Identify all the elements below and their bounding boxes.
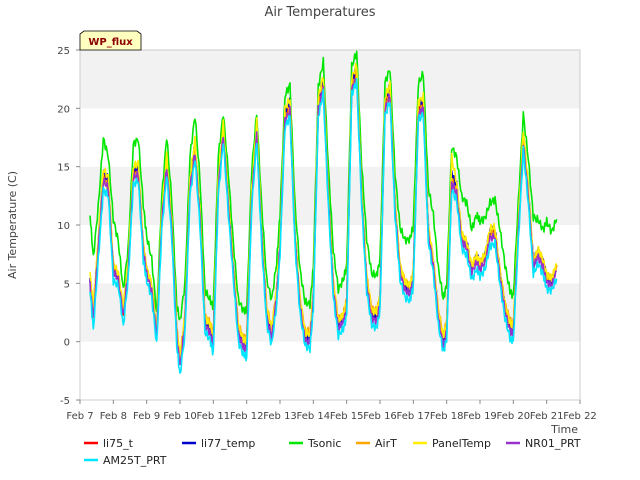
legend-item: NR01_PRT (506, 437, 581, 450)
legend-label: NR01_PRT (525, 437, 581, 450)
legend-item: AM25T_PRT (84, 454, 167, 467)
legend-item: li77_temp (182, 437, 255, 450)
chart-title: Air Temperatures (264, 5, 375, 20)
x-tick-label: Feb 18 (430, 411, 464, 422)
grid-band (80, 283, 580, 342)
y-tick-label: -5 (60, 396, 70, 407)
legend-item: PanelTemp (413, 437, 491, 450)
grid-band (80, 341, 580, 400)
x-tick-label: Feb 9 (133, 411, 160, 422)
legend-label: AM25T_PRT (103, 454, 167, 467)
x-axis-ticks: Feb 7 Feb 8 Feb 9 Feb 10 Feb 11 Feb 12 Feb 13 F… (66, 400, 597, 422)
y-axis-label: Air Temperature (C) (6, 171, 19, 279)
x-tick-label: Feb 11 (197, 411, 231, 422)
x-tick-label: Feb 20 (497, 411, 531, 422)
x-tick-label: Feb 19 (463, 411, 497, 422)
site-badge-box (79, 30, 142, 51)
legend-label: li77_temp (201, 437, 255, 450)
legend-label: Tsonic (307, 437, 341, 450)
series-line-tsonic (89, 50, 558, 321)
y-tick-label: 15 (57, 163, 70, 174)
legend-label: PanelTemp (432, 437, 491, 450)
x-tick-label: Feb 14 (297, 411, 331, 422)
legend-item: AirT (356, 437, 397, 450)
x-tick-label: Feb 15 (330, 411, 364, 422)
legend-item: li75_t (84, 437, 134, 450)
x-tick-label: Feb 17 (397, 411, 431, 422)
x-axis-label: Time (550, 423, 578, 436)
y-tick-label: 25 (57, 46, 70, 57)
x-tick-label: Feb 16 (363, 411, 397, 422)
y-axis-ticks: -5 0 5 10 15 20 25 (57, 46, 80, 407)
y-tick-label: 10 (57, 221, 70, 232)
legend-label: li75_t (103, 437, 134, 450)
x-tick-label: Feb 8 (100, 411, 127, 422)
legend-label: AirT (375, 437, 397, 450)
x-tick-label: Feb 10 (163, 411, 197, 422)
x-tick-label: Feb 7 (66, 411, 93, 422)
y-tick-label: 0 (64, 338, 70, 349)
series-line-am25t-prt (89, 77, 558, 374)
site-badge: WP_flux (79, 30, 142, 51)
site-badge-label: WP_flux (88, 37, 133, 48)
series-line-paneltemp (89, 63, 558, 362)
background-bands (80, 50, 580, 400)
y-tick-label: 20 (57, 104, 70, 115)
x-tick-label: Feb 22 (563, 411, 597, 422)
series-layer (89, 50, 558, 374)
x-tick-label: Feb 12 (230, 411, 264, 422)
legend-item: Tsonic (289, 437, 341, 450)
grid-band (80, 108, 580, 167)
y-tick-label: 5 (64, 279, 70, 290)
x-tick-label: Feb 13 (263, 411, 297, 422)
x-tick-label: Feb 21 (530, 411, 564, 422)
legend: li75_t li77_temp Tsonic AirT PanelTemp NR01_P… (84, 437, 581, 467)
grid-band (80, 50, 580, 109)
